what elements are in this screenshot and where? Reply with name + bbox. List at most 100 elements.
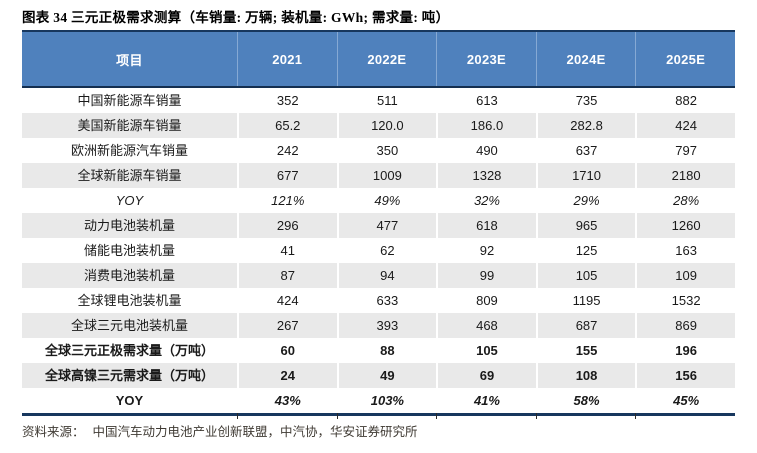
header-cell-2024e: 2024E [535, 32, 636, 86]
table-row-storage-battery-install: 储能电池装机量 41 62 92 125 163 [22, 238, 735, 263]
value-cell: 41% [436, 388, 536, 413]
column-boundary-tick [236, 413, 238, 419]
value-cell: 62 [336, 238, 437, 263]
table-row-global-nev-sales: 全球新能源车销量 677 1009 1328 1710 2180 [22, 163, 735, 188]
value-cell: 32% [436, 188, 536, 213]
figure-title: 图表 34 三元正极需求测算（车销量: 万辆; 装机量: GWh; 需求量: 吨… [22, 10, 450, 25]
value-cell: 637 [535, 138, 636, 163]
value-cell: 1195 [535, 288, 636, 313]
value-cell: 121% [236, 188, 337, 213]
value-cell: 687 [535, 313, 636, 338]
value-cell: 393 [336, 313, 437, 338]
source-label: 资料来源： [22, 425, 85, 439]
value-cell: 735 [535, 88, 636, 113]
value-cell: 1009 [336, 163, 437, 188]
value-cell: 869 [635, 313, 735, 338]
header-cell-2023e: 2023E [436, 32, 536, 86]
value-cell: 155 [535, 338, 636, 363]
value-cell: 1532 [635, 288, 735, 313]
value-cell: 424 [236, 288, 337, 313]
value-cell: 618 [436, 213, 536, 238]
row-label: 消费电池装机量 [83, 268, 175, 283]
value-cell: 490 [436, 138, 536, 163]
value-cell: 1328 [436, 163, 536, 188]
value-cell: 49% [336, 188, 437, 213]
value-cell: 468 [436, 313, 536, 338]
value-cell: 99 [436, 263, 536, 288]
value-cell: 511 [336, 88, 437, 113]
header-cell-2025e: 2025E [635, 32, 735, 86]
table-row-us-nev-sales: 美国新能源车销量 65.2 120.0 186.0 282.8 424 [22, 113, 735, 138]
value-cell: 882 [635, 88, 735, 113]
value-cell: 633 [336, 288, 437, 313]
value-cell: 29% [535, 188, 636, 213]
value-cell: 352 [236, 88, 337, 113]
row-label: 全球锂电池装机量 [77, 293, 182, 308]
table-row-power-battery-install: 动力电池装机量 296 477 618 965 1260 [22, 213, 735, 238]
value-cell: 163 [635, 238, 735, 263]
demand-forecast-table: 项目 2021 2022E 2023E 2024E 2025E 中国新能源车销量… [22, 30, 735, 419]
column-boundary-tick [336, 413, 338, 419]
value-cell: 2180 [635, 163, 735, 188]
header-cell-project: 项目 [116, 52, 143, 68]
row-label: 中国新能源车销量 [77, 93, 182, 108]
value-cell: 120.0 [336, 113, 437, 138]
value-cell: 103% [336, 388, 437, 413]
value-cell: 267 [236, 313, 337, 338]
value-cell: 24 [236, 363, 337, 388]
header-cell-2021: 2021 [236, 32, 337, 86]
value-cell: 965 [535, 213, 636, 238]
value-cell: 88 [336, 338, 437, 363]
row-label: 全球三元正极需求量（万吨） [44, 343, 214, 358]
table-body: 中国新能源车销量 352 511 613 735 882 美国新能源车销量 65… [22, 88, 735, 413]
table-row-global-ternary-install: 全球三元电池装机量 267 393 468 687 869 [22, 313, 735, 338]
value-cell: 94 [336, 263, 437, 288]
row-label: 储能电池装机量 [83, 243, 175, 258]
row-label: YOY [115, 393, 144, 408]
value-cell: 677 [236, 163, 337, 188]
row-label: 美国新能源车销量 [77, 118, 182, 133]
value-cell: 125 [535, 238, 636, 263]
value-cell: 186.0 [436, 113, 536, 138]
source-note: 资料来源： 中国汽车动力电池产业创新联盟，中汽协，华安证券研究所 [22, 421, 418, 440]
value-cell: 69 [436, 363, 536, 388]
value-cell: 65.2 [236, 113, 337, 138]
table-header-row: 项目 2021 2022E 2023E 2024E 2025E [22, 30, 735, 88]
value-cell: 41 [236, 238, 337, 263]
value-cell: 105 [535, 263, 636, 288]
column-boundary-tick [635, 413, 637, 419]
value-cell: 424 [635, 113, 735, 138]
row-label: 动力电池装机量 [83, 218, 175, 233]
value-cell: 92 [436, 238, 536, 263]
table-row-consumer-battery-install: 消费电池装机量 87 94 99 105 109 [22, 263, 735, 288]
value-cell: 43% [236, 388, 337, 413]
table-row-china-nev-sales: 中国新能源车销量 352 511 613 735 882 [22, 88, 735, 113]
value-cell: 87 [236, 263, 337, 288]
value-cell: 1710 [535, 163, 636, 188]
source-text: 中国汽车动力电池产业创新联盟，中汽协，华安证券研究所 [92, 425, 418, 439]
value-cell: 196 [635, 338, 735, 363]
value-cell: 797 [635, 138, 735, 163]
value-cell: 58% [535, 388, 636, 413]
row-label: 全球新能源车销量 [77, 168, 182, 183]
value-cell: 613 [436, 88, 536, 113]
value-cell: 109 [635, 263, 735, 288]
row-label: 欧洲新能源汽车销量 [70, 143, 188, 158]
column-boundary-tick [535, 413, 537, 419]
value-cell: 49 [336, 363, 437, 388]
value-cell: 809 [436, 288, 536, 313]
value-cell: 105 [436, 338, 536, 363]
row-label: 全球三元电池装机量 [70, 318, 188, 333]
table-row-europe-nev-sales: 欧洲新能源汽车销量 242 350 490 637 797 [22, 138, 735, 163]
value-cell: 60 [236, 338, 337, 363]
table-row-nev-yoy: YOY 121% 49% 32% 29% 28% [22, 188, 735, 213]
value-cell: 1260 [635, 213, 735, 238]
value-cell: 296 [236, 213, 337, 238]
row-label: 全球高镍三元需求量（万吨） [44, 368, 214, 383]
row-label: YOY [115, 193, 144, 208]
table-row-high-nickel-demand: 全球高镍三元需求量（万吨） 24 49 69 108 156 [22, 363, 735, 388]
value-cell: 477 [336, 213, 437, 238]
table-row-demand-yoy: YOY 43% 103% 41% 58% 45% [22, 388, 735, 413]
table-row-global-libattery-install: 全球锂电池装机量 424 633 809 1195 1532 [22, 288, 735, 313]
